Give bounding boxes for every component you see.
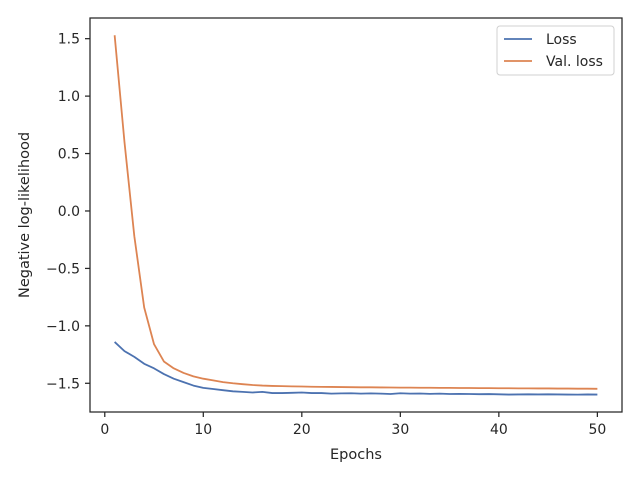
legend-label-loss: Loss — [546, 32, 577, 48]
y-tick-label: −0.5 — [46, 261, 80, 277]
series-layer — [113, 35, 598, 396]
y-tick-label: −1.0 — [46, 319, 80, 335]
y-axis-label: Negative log-likelihood — [17, 132, 33, 298]
series-line-val-loss — [113, 35, 598, 390]
x-axis-ticks: 0 10 20 30 40 50 — [100, 412, 606, 438]
x-axis-label: Epochs — [330, 447, 382, 463]
x-tick-label: 50 — [588, 422, 606, 438]
y-tick-label: 1.5 — [58, 32, 80, 48]
x-tick-label: 40 — [490, 422, 508, 438]
x-tick-label: 0 — [100, 422, 109, 438]
y-tick-label: 0.0 — [58, 204, 80, 220]
plot-frame — [89, 17, 623, 413]
plot-background — [90, 18, 622, 412]
legend: Loss Val. loss — [496, 25, 615, 76]
y-tick-label: 1.0 — [58, 89, 80, 105]
x-tick-label: 10 — [194, 422, 212, 438]
y-tick-label: 0.5 — [58, 147, 80, 163]
x-tick-label: 30 — [391, 422, 409, 438]
y-axis-ticks: −1.5 −1.0 −0.5 0.0 0.5 1.0 1.5 — [46, 32, 90, 392]
y-tick-label: −1.5 — [46, 376, 80, 392]
x-tick-label: 20 — [293, 422, 311, 438]
legend-label-val-loss: Val. loss — [546, 54, 603, 70]
series-line-loss — [114, 341, 598, 396]
